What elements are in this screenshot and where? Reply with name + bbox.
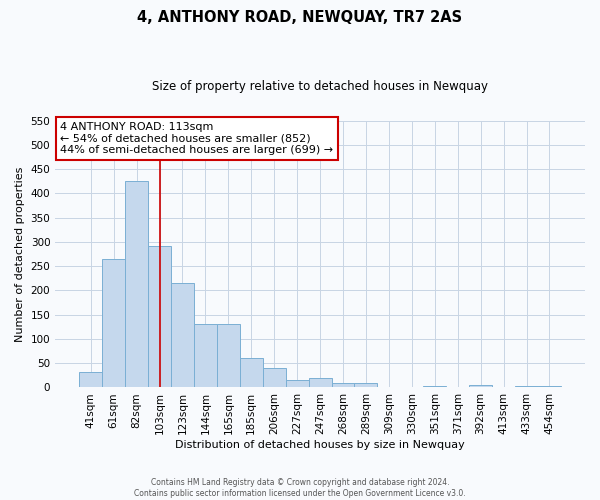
Bar	[194, 324, 217, 388]
Bar	[286, 380, 308, 388]
Y-axis label: Number of detached properties: Number of detached properties	[15, 166, 25, 342]
Bar	[515, 386, 538, 388]
Title: Size of property relative to detached houses in Newquay: Size of property relative to detached ho…	[152, 80, 488, 93]
Bar	[355, 382, 377, 388]
Bar	[263, 368, 286, 388]
Bar	[217, 324, 240, 388]
Bar	[469, 385, 492, 388]
X-axis label: Distribution of detached houses by size in Newquay: Distribution of detached houses by size …	[175, 440, 465, 450]
Text: 4, ANTHONY ROAD, NEWQUAY, TR7 2AS: 4, ANTHONY ROAD, NEWQUAY, TR7 2AS	[137, 10, 463, 25]
Bar	[125, 181, 148, 388]
Bar	[538, 386, 561, 388]
Bar	[171, 283, 194, 388]
Bar	[148, 246, 171, 388]
Bar	[79, 372, 102, 388]
Bar	[102, 259, 125, 388]
Bar	[332, 382, 355, 388]
Bar	[240, 358, 263, 388]
Bar	[308, 378, 332, 388]
Text: Contains HM Land Registry data © Crown copyright and database right 2024.
Contai: Contains HM Land Registry data © Crown c…	[134, 478, 466, 498]
Text: 4 ANTHONY ROAD: 113sqm
← 54% of detached houses are smaller (852)
44% of semi-de: 4 ANTHONY ROAD: 113sqm ← 54% of detached…	[61, 122, 334, 155]
Bar	[423, 386, 446, 388]
